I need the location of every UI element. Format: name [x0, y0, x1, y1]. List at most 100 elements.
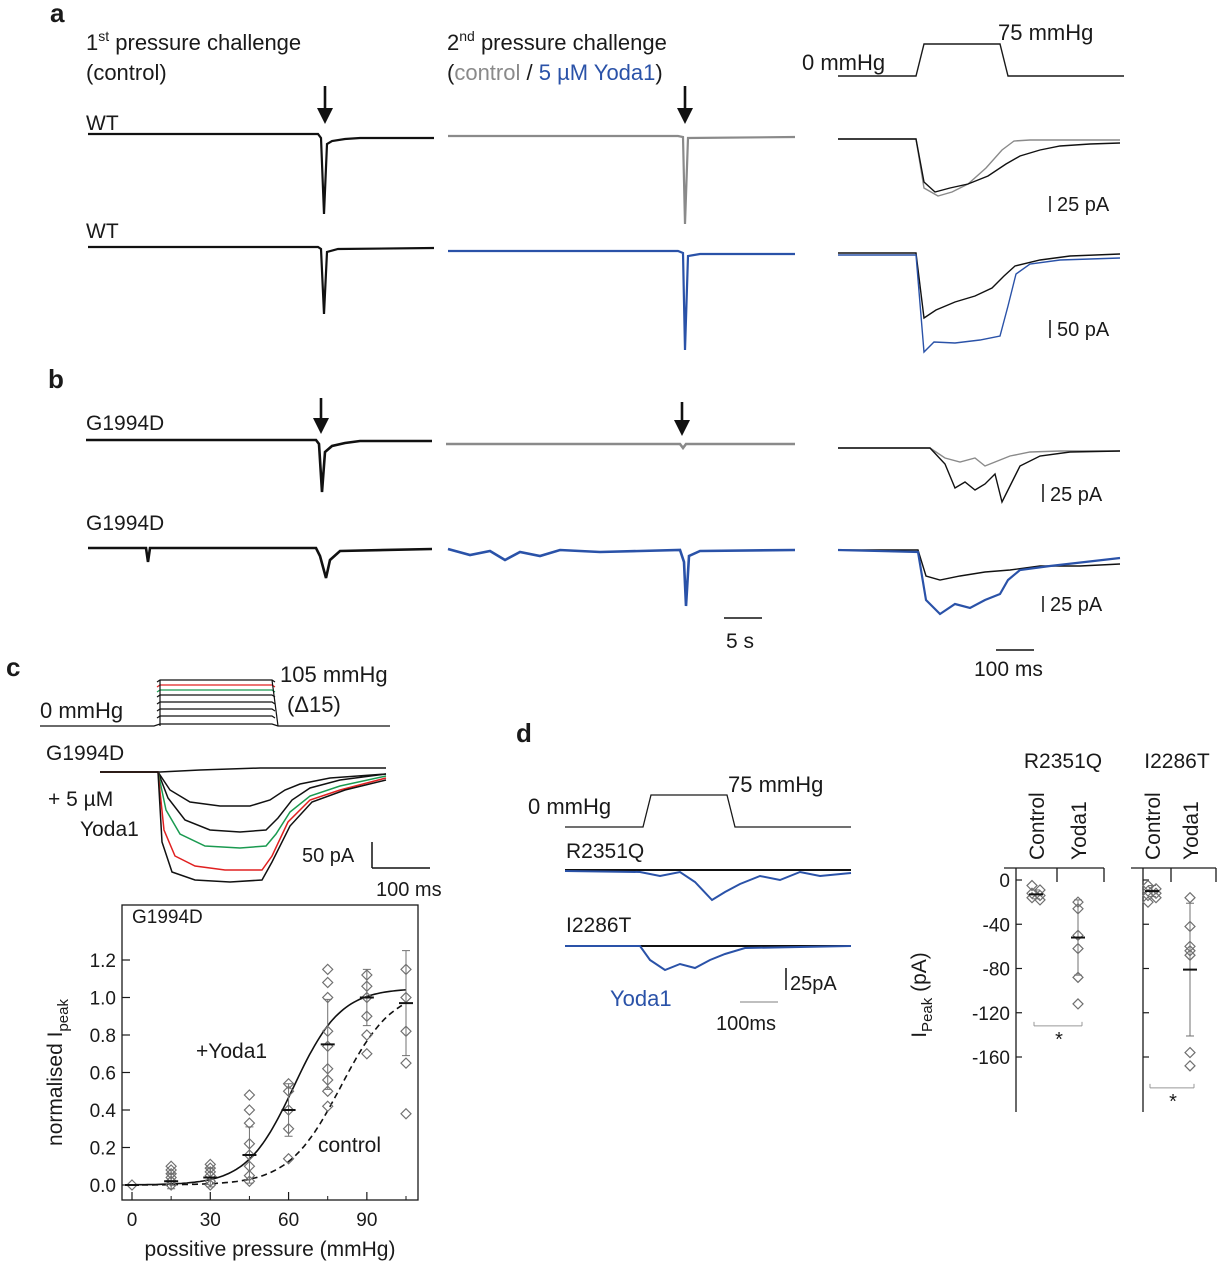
- row-label-b2: G1994D: [86, 512, 164, 535]
- data-point: [321, 963, 334, 976]
- data-point: [1026, 891, 1038, 904]
- data-point: [282, 1152, 295, 1165]
- row-label-a1: WT: [86, 112, 119, 135]
- data-point: [400, 1107, 412, 1120]
- data-point: [321, 1100, 334, 1113]
- category-label: Yoda1: [1068, 801, 1091, 860]
- scale-label-d-current: 25pA: [790, 973, 837, 995]
- col2-subtitle: (control / 5 µM Yoda1): [447, 60, 663, 85]
- trace-b1-fast-gray: [838, 447, 1120, 467]
- data-point: [1142, 896, 1154, 908]
- y-tick-label: 0.0: [90, 1176, 116, 1197]
- data-point: [1184, 1046, 1196, 1059]
- data-point: [400, 1057, 412, 1069]
- data-point: [1072, 971, 1084, 984]
- trace-a1-control: [88, 132, 434, 215]
- data-point: [1072, 998, 1084, 1010]
- data-point: [243, 1175, 256, 1188]
- y-tick-label: 0.4: [90, 1101, 117, 1122]
- data-point: [1026, 887, 1038, 900]
- y-tick-label: 0.6: [90, 1064, 116, 1085]
- data-point: [361, 1047, 373, 1060]
- scale-label-a2: 50 pA: [1057, 319, 1110, 341]
- data-point: [1150, 883, 1162, 895]
- trace-b2-fast-yoda: [837, 548, 1121, 616]
- trace-b2-fast-black: [838, 549, 1121, 581]
- down-arrow-icon: [674, 402, 690, 436]
- trace-b1-fast-black: [838, 447, 1121, 505]
- time-label-slow: 5 s: [726, 630, 754, 653]
- ipeak-chart-r2351q: Control Yoda1 R2351Q 0 -40 -80 -120 -160 IPeak (…: [908, 750, 1105, 1112]
- panel-label-b: b: [48, 364, 64, 394]
- current-traces-c: [100, 767, 387, 883]
- pressure-protocol-d: [565, 794, 851, 828]
- panel-label-a: a: [50, 0, 65, 28]
- chart-title: I2286T: [1144, 750, 1210, 773]
- y-tick-label: 0.8: [90, 1026, 116, 1047]
- data-point: [1034, 894, 1046, 906]
- data-point: [126, 1179, 138, 1191]
- annotation-control: control: [318, 1134, 381, 1157]
- category-label: Yoda1: [1180, 801, 1203, 860]
- y-tick-label: 1.2: [90, 951, 116, 972]
- row-label-a2: WT: [86, 220, 119, 243]
- category-label: Control: [1142, 792, 1165, 860]
- scale-label-d-time: 100ms: [716, 1013, 776, 1035]
- protocol-c-step: (Δ15): [287, 692, 341, 717]
- trace-d1-yoda: [564, 870, 852, 902]
- trace-a2-fast-yoda: [838, 254, 1121, 354]
- protocol-a-low: 0 mmHg: [802, 50, 885, 75]
- plot-frame: [121, 904, 419, 1201]
- scale-label-a1: 25 pA: [1057, 194, 1110, 216]
- data-point: [1184, 891, 1196, 904]
- panel-label-d: d: [516, 718, 532, 748]
- data-point: [321, 976, 334, 989]
- time-label-fast: 100 ms: [974, 658, 1043, 681]
- significance-star: *: [1055, 1029, 1063, 1051]
- y-axis-label: normalised Ipeak: [44, 999, 72, 1146]
- x-tick-label: 90: [356, 1210, 377, 1231]
- data-point: [1026, 879, 1038, 892]
- row-label-b1: G1994D: [86, 412, 164, 435]
- trace-label-c-drug1: + 5 µM: [48, 788, 113, 811]
- trace-label-d1: R2351Q: [566, 840, 644, 863]
- down-arrow-icon: [313, 398, 329, 434]
- pressure-protocol-a: [838, 43, 1124, 77]
- col2-title: 2nd pressure challenge: [447, 28, 667, 55]
- trace-a1-fast-black: [838, 138, 1121, 193]
- protocol-a-high: 75 mmHg: [998, 20, 1093, 45]
- scale-label-b2: 25 pA: [1050, 594, 1103, 616]
- protocol-d-high: 75 mmHg: [728, 772, 823, 797]
- protocol-c-high: 105 mmHg: [280, 662, 388, 687]
- data-point: [165, 1160, 177, 1173]
- data-point: [361, 1029, 373, 1041]
- y-tick-label: -120: [972, 1004, 1010, 1025]
- trace-b1-control: [86, 438, 432, 493]
- down-arrow-icon: [317, 86, 333, 124]
- col1-title: 1st pressure challenge: [86, 28, 301, 55]
- data-point: [1184, 1060, 1196, 1072]
- yoda-label-d: Yoda1: [610, 986, 672, 1011]
- data-point: [243, 1104, 256, 1116]
- protocol-d-low: 0 mmHg: [528, 794, 611, 819]
- y-tick-label: 1.0: [90, 989, 116, 1010]
- y-tick-label: -40: [983, 915, 1010, 936]
- dose-response-chart: G1994D 0 30 60 90 0.0 0.2 0.4 0.6 0.8 1.0 1.2 possit…: [44, 904, 419, 1261]
- trace-d2-yoda: [565, 945, 852, 972]
- x-tick-label: 60: [278, 1210, 299, 1231]
- fit-curve-control: [132, 1002, 407, 1186]
- trace-b2-control: [88, 546, 433, 579]
- y-tick-label: -80: [983, 960, 1010, 981]
- y-axis-label: IPeak (pA): [908, 952, 936, 1038]
- y-tick-label: 0: [999, 871, 1010, 892]
- pressure-protocol-c: [40, 679, 390, 727]
- down-arrow-icon: [677, 86, 693, 124]
- x-tick-label: 0: [127, 1210, 138, 1231]
- y-tick-label: -160: [972, 1048, 1010, 1069]
- scale-label-b1: 25 pA: [1050, 484, 1103, 506]
- scale-label-c-current: 50 pA: [302, 845, 355, 867]
- data-point: [243, 1089, 256, 1101]
- category-label: Control: [1026, 792, 1049, 860]
- data-point: [1150, 891, 1162, 904]
- protocol-c-low: 0 mmHg: [40, 698, 123, 723]
